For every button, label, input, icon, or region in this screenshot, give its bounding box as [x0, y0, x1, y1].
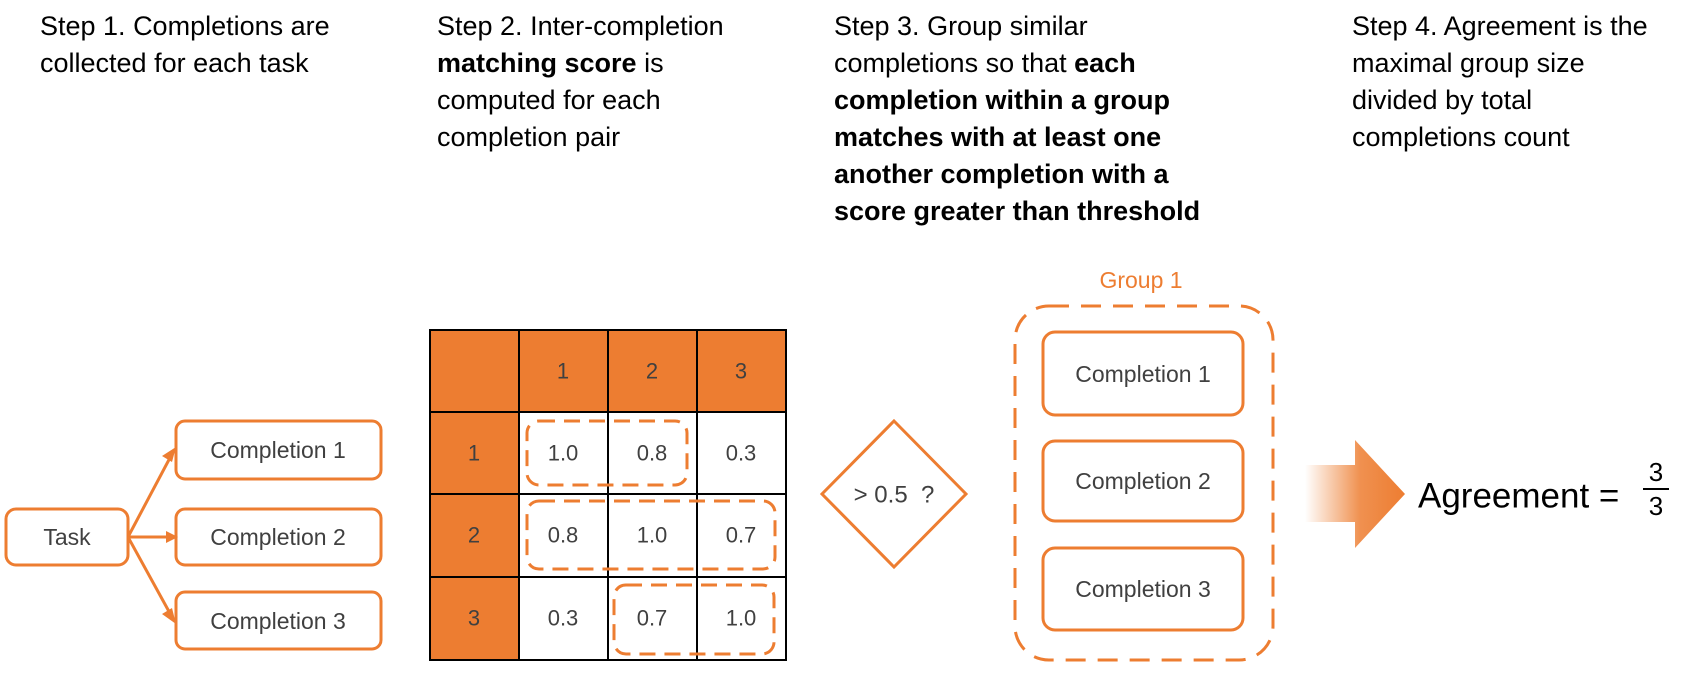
agreement-numerator: 3	[1648, 457, 1664, 487]
tree-arrowhead-1	[162, 447, 176, 462]
matrix-cell-1-3: 0.3	[726, 441, 757, 466]
matrix-cell-2-1: 0.8	[548, 523, 579, 548]
matrix-col-header-1: 1	[557, 359, 569, 384]
threshold-diamond	[819, 418, 969, 570]
result-arrow-icon	[1305, 440, 1405, 548]
tree-edge-1	[126, 453, 174, 538]
completion-node-3	[174, 590, 383, 651]
group-member-label-2: Completion 2	[1075, 468, 1211, 494]
step-3-emphasis: each completion within a group matches w…	[834, 48, 1201, 226]
group-1: Group 1 Completion 1 Completion 2 Comple…	[1013, 267, 1275, 662]
group-boundary	[1013, 304, 1275, 662]
step-2-label: Step 2. Inter-completion	[437, 11, 724, 41]
matrix-row-header-2: 2	[468, 523, 480, 548]
threshold-label: > 0.5 ?	[854, 482, 935, 509]
matrix-cell-1-1: 1.0	[548, 441, 579, 466]
agreement-label: Agreement =	[1418, 477, 1619, 516]
agreement-fraction: 3 3	[1643, 458, 1669, 520]
step-2-text: Step 2. Inter-completion matching score …	[437, 8, 777, 156]
matrix-row-header-3: 3	[468, 606, 480, 631]
matrix-col-header-2: 2	[646, 359, 658, 384]
group-member-1	[1041, 330, 1245, 417]
match-highlight-row-3	[612, 583, 776, 656]
group-member-2	[1041, 439, 1245, 523]
step-4-text: Step 4. Agreement is the maximal group s…	[1352, 8, 1677, 156]
match-highlight-row-2	[525, 499, 777, 571]
task-tree-labels: Task Completion 1 Completion 2 Completio…	[43, 437, 345, 634]
completion-node-1	[174, 419, 383, 481]
task-tree	[4, 419, 383, 651]
matrix-cell-1-2: 0.8	[637, 441, 668, 466]
matrix-row-header-1: 1	[468, 441, 480, 466]
task-label: Task	[43, 524, 91, 550]
completion-label-2: Completion 2	[210, 524, 346, 550]
step-1-label: Step 1. Completions are collected for ea…	[40, 11, 330, 78]
step-4-label: Step 4. Agreement is the maximal group s…	[1352, 11, 1648, 152]
tree-arrowhead-3	[162, 608, 176, 624]
step-3-label: Step 3. Group similar completions so tha…	[834, 11, 1088, 78]
matrix-cell-3-3: 1.0	[726, 606, 757, 631]
step-2-emphasis: matching score	[437, 48, 637, 78]
group-member-label-3: Completion 3	[1075, 576, 1211, 602]
matrix-col-header-3: 3	[735, 359, 747, 384]
step-3-text: Step 3. Group similar completions so tha…	[834, 8, 1234, 230]
group-title: Group 1	[1099, 267, 1182, 293]
step-2-label-end: is computed for each completion pair	[437, 48, 664, 152]
group-member-label-1: Completion 1	[1075, 361, 1211, 387]
threshold-check: > 0.5 ?	[819, 418, 969, 570]
tree-arrowhead-2	[166, 531, 178, 543]
tree-edge-3	[126, 536, 174, 618]
matrix-cell-2-2: 1.0	[637, 523, 668, 548]
matrix-cell-3-2: 0.7	[637, 606, 668, 631]
match-highlight-row-1	[525, 419, 689, 487]
group-member-3	[1041, 546, 1245, 632]
fraction-bar	[1643, 488, 1669, 490]
matrix-cell-3-1: 0.3	[548, 606, 579, 631]
score-matrix: 1 2 3 1 2 3 1.0 0.8 0.3 0.8 1.0 0.7 0.3 …	[429, 329, 787, 661]
completion-label-1: Completion 1	[210, 437, 346, 463]
completion-label-3: Completion 3	[210, 608, 346, 634]
matrix-cell-2-3: 0.7	[726, 523, 757, 548]
step-1-text: Step 1. Completions are collected for ea…	[40, 8, 370, 82]
agreement-denominator: 3	[1648, 491, 1664, 521]
matrix-grid	[429, 329, 787, 661]
